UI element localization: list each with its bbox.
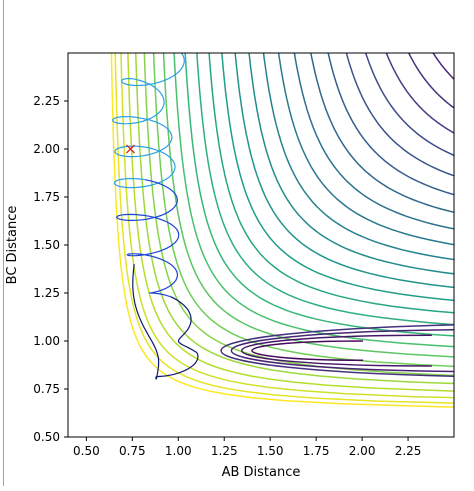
- contour-line: [276, 34, 474, 280]
- x-tick-label: 1.00: [165, 444, 192, 458]
- x-tick-label: 1.25: [211, 444, 238, 458]
- contour-line: [184, 34, 474, 354]
- x-tick-label: 2.00: [349, 444, 376, 458]
- plot-frame: [68, 53, 454, 437]
- window-edge: [3, 0, 4, 486]
- contour-line: [423, 34, 474, 178]
- y-tick-label: 1.25: [33, 286, 60, 300]
- y-tick-label: 2.00: [33, 142, 60, 156]
- y-tick-label: 1.75: [33, 190, 60, 204]
- contour-line: [153, 34, 474, 380]
- x-axis-label: AB Distance: [222, 465, 301, 480]
- trajectory-segment: [171, 297, 197, 353]
- contour-line: [380, 34, 474, 205]
- contour-line: [252, 341, 363, 360]
- y-tick-label: 0.75: [33, 382, 60, 396]
- y-tick-label: 1.50: [33, 238, 60, 252]
- x-tick-label: 0.75: [119, 444, 146, 458]
- y-axis-ticks: 0.50 0.75 1.00 1.25 1.50 1.75 2.00 2.25: [33, 94, 68, 444]
- contour-line: [360, 34, 474, 218]
- contour-line: [400, 34, 474, 192]
- trajectory-segment: [156, 353, 198, 380]
- y-tick-label: 2.25: [33, 94, 60, 108]
- y-axis-label: BC Distance: [5, 206, 20, 285]
- contour-lines: [111, 34, 474, 414]
- contour-line: [135, 34, 474, 395]
- x-axis-ticks: 0.50 0.75 1.00 1.25 1.50 1.75 2.00 2.25: [73, 437, 421, 458]
- x-tick-label: 2.25: [395, 444, 422, 458]
- x-tick-label: 0.50: [73, 444, 100, 458]
- y-tick-label: 1.00: [33, 334, 60, 348]
- x-tick-label: 1.50: [257, 444, 284, 458]
- y-tick-label: 0.50: [33, 430, 60, 444]
- contour-line: [247, 34, 474, 303]
- trajectory-segment: [114, 147, 175, 188]
- contour-line: [261, 34, 474, 292]
- x-tick-label: 1.75: [303, 444, 330, 458]
